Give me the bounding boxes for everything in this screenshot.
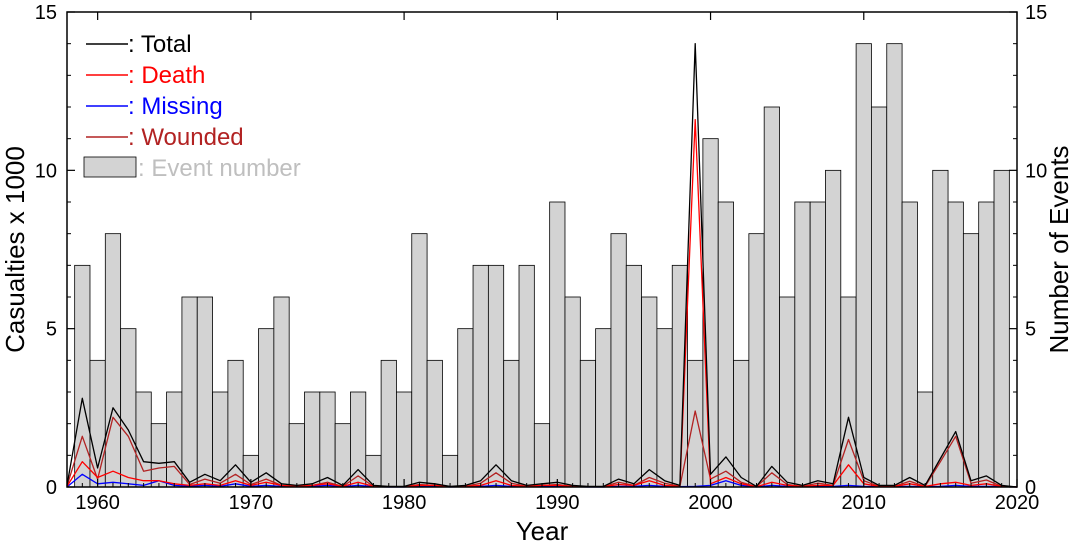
y2-tick-label-10: 10 [1025,160,1047,182]
event-bar-1999 [687,359,704,488]
x-axis-label: Year [516,516,569,546]
event-bar-1996 [641,296,658,488]
event-bar-1977 [350,391,367,488]
event-bar-1973 [288,423,305,488]
y-tick-label-10: 10 [35,160,57,182]
y2-tick-label-15: 15 [1025,2,1047,24]
event-bar-1972 [273,296,290,488]
legend-label-wounded: : Wounded [128,124,244,151]
x-tick-label-2010: 2010 [842,492,887,514]
event-bar-2001 [717,201,734,488]
event-bar-2003 [748,233,765,488]
event-bar-2015 [932,169,949,488]
event-bar-1974 [304,391,321,488]
event-bar-1961 [104,233,122,488]
event-bar-1998 [671,264,688,488]
y-tick-label-5: 5 [46,319,57,341]
event-bar-2017 [962,233,980,488]
event-bar-1968 [212,391,229,488]
event-bar-2009 [840,296,857,488]
y-tick-label-0: 0 [46,477,57,499]
event-bar-2010 [855,43,872,488]
event-bar-1993 [595,328,612,488]
event-bar-1989 [533,423,551,488]
event-bar-1987 [503,359,520,488]
event-bar-1995 [625,264,642,488]
event-bar-1991 [564,296,581,488]
legend-label-total: : Total [128,31,192,58]
event-bar-1962 [120,328,137,488]
event-bar-1983 [442,454,459,488]
x-tick-label-1960: 1960 [75,492,120,514]
legend-label-event-number: : Event number [138,155,301,182]
event-bar-1966 [181,296,198,488]
event-bar-1971 [258,328,275,488]
event-bar-2005 [779,296,796,488]
event-bar-1976 [334,423,351,488]
event-bar-1986 [487,264,505,488]
event-bar-2014 [917,391,934,488]
x-tick-label-2020: 2020 [995,492,1040,514]
x-tick-label-2000: 2000 [688,492,733,514]
event-bar-2008 [825,169,842,488]
event-bar-2012 [886,43,903,488]
event-bar-1997 [656,328,673,488]
event-bar-1985 [472,264,489,488]
event-bar-1967 [196,296,213,488]
event-bar-1990 [549,201,566,488]
event-bar-1988 [518,264,535,488]
event-bar-1980 [396,391,413,488]
event-bar-2004 [763,106,780,488]
x-tick-label-1980: 1980 [382,492,427,514]
y2-axis-label: Number of Events [1044,145,1074,353]
x-tick-label-1970: 1970 [229,492,274,514]
x-tick-label-1990: 1990 [535,492,580,514]
event-bar-2002 [733,359,750,488]
event-bar-1964 [150,423,167,488]
event-bar-1963 [135,391,152,488]
event-bar-1975 [319,391,336,488]
y-axis-label: Casualties x 1000 [0,146,30,353]
y-tick-label-15: 15 [35,2,57,24]
legend-label-death: : Death [128,62,205,89]
y2-tick-label-0: 0 [1025,477,1036,499]
event-bar-2011 [871,106,888,488]
event-bar-1981 [411,233,428,488]
legend-label-missing: : Missing [128,93,223,120]
event-bar-1984 [457,328,474,488]
y2-tick-label-5: 5 [1025,319,1036,341]
legend: : Total : Death : Missing : Wounded : Event … [83,31,301,182]
event-bar-2018 [978,201,995,488]
event-bar-1994 [610,233,627,488]
event-bar-2019 [993,169,1010,488]
event-bar-2013 [901,201,918,488]
event-bar-2007 [809,201,826,488]
event-bar-1992 [579,359,597,488]
event-bar-1982 [426,359,443,488]
event-bar-1969 [227,359,244,488]
legend-swatch-event-number [83,156,137,178]
event-bar-2006 [794,201,811,488]
event-bar-1979 [380,359,397,488]
